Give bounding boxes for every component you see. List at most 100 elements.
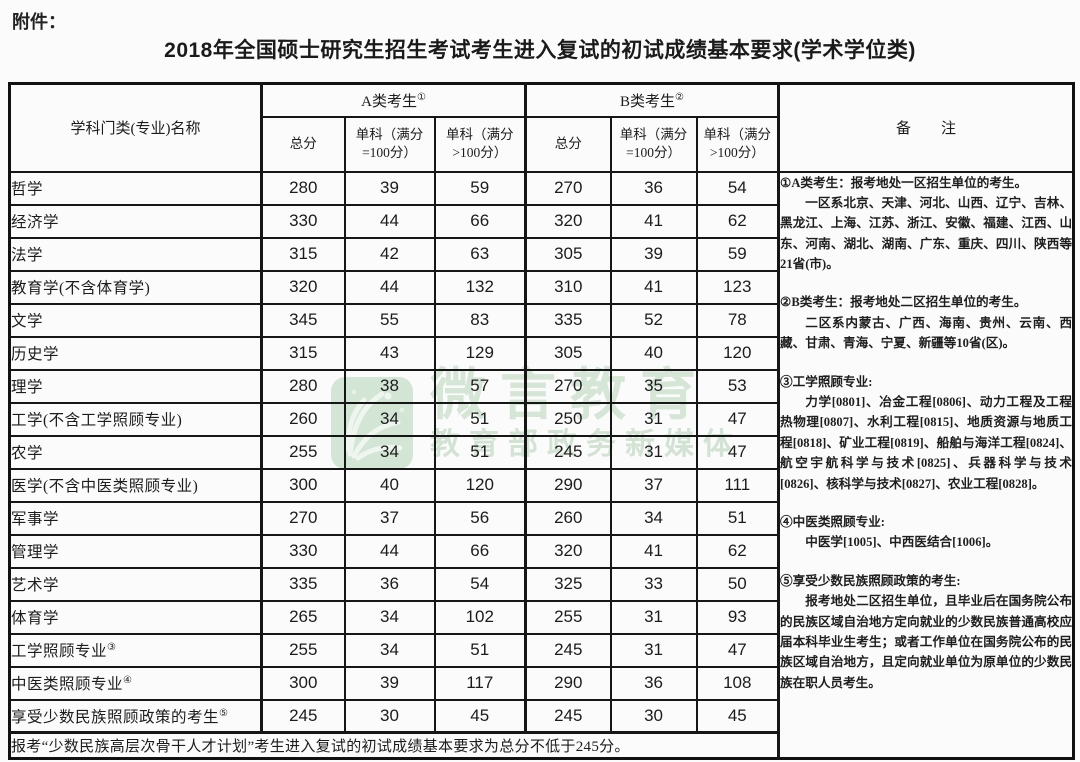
subject-name-cell: 军事学 bbox=[8, 500, 263, 536]
score-cell: 270 bbox=[524, 170, 612, 206]
subject-name: 哲学 bbox=[11, 181, 44, 198]
subject-name-cell: 享受少数民族照顾政策的考生⑤ bbox=[8, 698, 263, 734]
col-header-group-a: A类考生① bbox=[259, 82, 527, 118]
subject-name: 医学(不含中医类照顾专业) bbox=[11, 478, 199, 495]
score-cell: 117 bbox=[433, 665, 527, 701]
score-cell: 335 bbox=[260, 566, 346, 602]
score-cell: 265 bbox=[260, 599, 346, 635]
table-row: 历史学 315 43 129 305 40 120 bbox=[8, 335, 1074, 371]
score-cell: 35 bbox=[609, 368, 698, 404]
remark-paragraph: 中医学[1005]、中西医结合[1006]。 bbox=[805, 535, 999, 550]
score-cell: 47 bbox=[695, 401, 780, 437]
score-cell: 31 bbox=[609, 632, 698, 668]
score-cell: 51 bbox=[433, 434, 527, 470]
remark-paragraph: ①A类考生：报考地处一区招生单位的考生。 bbox=[780, 175, 1028, 190]
score-cell: 245 bbox=[524, 632, 612, 668]
score-cell: 43 bbox=[343, 335, 436, 371]
score-cell: 129 bbox=[433, 335, 527, 371]
remark-paragraph: 二区系内蒙古、广西、海南、贵州、云南、西藏、甘肃、青海、宁夏、新疆等10省(区)… bbox=[780, 315, 1073, 351]
score-cell: 280 bbox=[260, 368, 346, 404]
table-row: 医学(不含中医类照顾专业) 300 40 120 290 37 111 bbox=[8, 467, 1074, 503]
subject-name-cell: 理学 bbox=[8, 368, 263, 404]
col-header-remarks: 备 注 bbox=[777, 82, 1075, 173]
score-cell: 34 bbox=[343, 632, 436, 668]
score-cell: 53 bbox=[695, 368, 780, 404]
remark-paragraph: 力学[0801]、冶金工程[0806]、动力工程及工程热物理[0807]、水利工… bbox=[780, 395, 1073, 491]
subject-name: 中医类照顾专业 bbox=[11, 676, 124, 693]
col-header-b-total: 总分 bbox=[524, 115, 612, 173]
score-cell: 59 bbox=[433, 170, 527, 206]
score-cell: 31 bbox=[609, 434, 698, 470]
score-cell: 260 bbox=[524, 500, 612, 536]
score-cell: 330 bbox=[260, 203, 346, 239]
subject-name-cell: 法学 bbox=[8, 236, 263, 272]
table-row: 法学 315 42 63 305 39 59 bbox=[8, 236, 1074, 272]
subject-name: 农学 bbox=[11, 445, 44, 462]
subject-name-cell: 教育学(不含体育学) bbox=[8, 269, 263, 305]
score-cell: 54 bbox=[695, 170, 780, 206]
subject-name-cell: 医学(不含中医类照顾专业) bbox=[8, 467, 263, 503]
col-header-a-single-over100: 单科（满分>100分） bbox=[433, 115, 527, 173]
score-cell: 57 bbox=[433, 368, 527, 404]
score-cell: 50 bbox=[695, 566, 780, 602]
score-cell: 62 bbox=[695, 533, 780, 569]
score-cell: 63 bbox=[433, 236, 527, 272]
score-cell: 290 bbox=[524, 467, 612, 503]
score-cell: 34 bbox=[609, 500, 698, 536]
score-cell: 83 bbox=[433, 302, 527, 338]
score-cell: 30 bbox=[609, 698, 698, 734]
score-cell: 320 bbox=[524, 203, 612, 239]
subject-name-cell: 艺术学 bbox=[8, 566, 263, 602]
subject-name: 体育学 bbox=[11, 610, 60, 627]
remark-paragraph: 一区系北京、天津、河北、山西、辽宁、吉林、黑龙江、上海、江苏、浙江、安徽、福建、… bbox=[780, 195, 1073, 272]
score-cell: 255 bbox=[260, 632, 346, 668]
subject-name: 法学 bbox=[11, 247, 44, 264]
score-cell: 123 bbox=[695, 269, 780, 305]
score-cell: 330 bbox=[260, 533, 346, 569]
subject-name: 艺术学 bbox=[11, 577, 60, 594]
score-cell: 245 bbox=[260, 698, 346, 734]
col-header-subject: 学科门类(专业)名称 bbox=[8, 82, 263, 173]
score-cell: 66 bbox=[433, 203, 527, 239]
score-cell: 36 bbox=[609, 665, 698, 701]
group-a-footnote-mark: ① bbox=[416, 91, 426, 103]
group-b-label: B类考生 bbox=[620, 93, 676, 110]
subject-name: 理学 bbox=[11, 379, 44, 396]
subject-footnote-mark: ④ bbox=[123, 674, 133, 686]
page-title: 2018年全国硕士研究生招生考试考生进入复试的初试成绩基本要求(学术学位类) bbox=[164, 39, 916, 62]
score-cell: 39 bbox=[343, 665, 436, 701]
header-row-sub: 总分 单科（满分=100分） 单科（满分>100分） 总分 单科（满分=100分… bbox=[10, 115, 1074, 173]
score-cell: 42 bbox=[343, 236, 436, 272]
subject-name-cell: 中医类照顾专业④ bbox=[8, 665, 263, 701]
score-cell: 30 bbox=[343, 698, 436, 734]
remark-paragraph: ②B类考生：报考地处二区招生单位的考生。 bbox=[780, 295, 1027, 310]
score-cell: 47 bbox=[695, 434, 780, 470]
col-header-group-b: B类考生② bbox=[524, 82, 780, 118]
remarks-cell: ①A类考生：报考地处一区招生单位的考生。一区系北京、天津、河北、山西、辽宁、吉林… bbox=[777, 170, 1075, 760]
subject-name: 享受少数民族照顾政策的考生 bbox=[11, 708, 220, 726]
table-row: 享受少数民族照顾政策的考生⑤ 245 30 45 245 30 45 bbox=[8, 698, 1074, 734]
subject-name-cell: 工学(不含工学照顾专业) bbox=[8, 401, 263, 437]
remark-paragraph: ④中医类照顾专业: bbox=[780, 514, 885, 529]
score-cell: 56 bbox=[433, 500, 527, 536]
score-cell: 51 bbox=[695, 500, 780, 536]
score-cell: 320 bbox=[524, 533, 612, 569]
attachment-label: 附件： bbox=[12, 12, 66, 32]
score-cell: 45 bbox=[433, 698, 527, 734]
table-row: 体育学 265 34 102 255 31 93 bbox=[8, 599, 1074, 635]
subject-name-cell: 农学 bbox=[8, 434, 263, 470]
score-cell: 33 bbox=[609, 566, 698, 602]
score-cell: 270 bbox=[260, 500, 346, 536]
score-cell: 36 bbox=[609, 170, 698, 206]
score-cell: 45 bbox=[695, 698, 780, 734]
score-cell: 36 bbox=[343, 566, 436, 602]
score-requirements-table: 学科门类(专业)名称 A类考生① B类考生② 备 注 总分 单科（满分=100分… bbox=[8, 82, 1076, 760]
table-row: 工学(不含工学照顾专业) 260 34 51 250 31 47 bbox=[8, 401, 1074, 437]
subject-name-cell: 经济学 bbox=[8, 203, 263, 239]
table-body: 学科门类(专业)名称 A类考生① B类考生② 备 注 总分 单科（满分=100分… bbox=[8, 82, 1075, 760]
score-cell: 37 bbox=[343, 500, 436, 536]
table-row: 管理学 330 44 66 320 41 62 bbox=[8, 533, 1074, 569]
subject-name: 经济学 bbox=[11, 214, 60, 231]
subject-name: 教育学(不含体育学) bbox=[11, 280, 151, 297]
score-cell: 260 bbox=[260, 401, 346, 437]
